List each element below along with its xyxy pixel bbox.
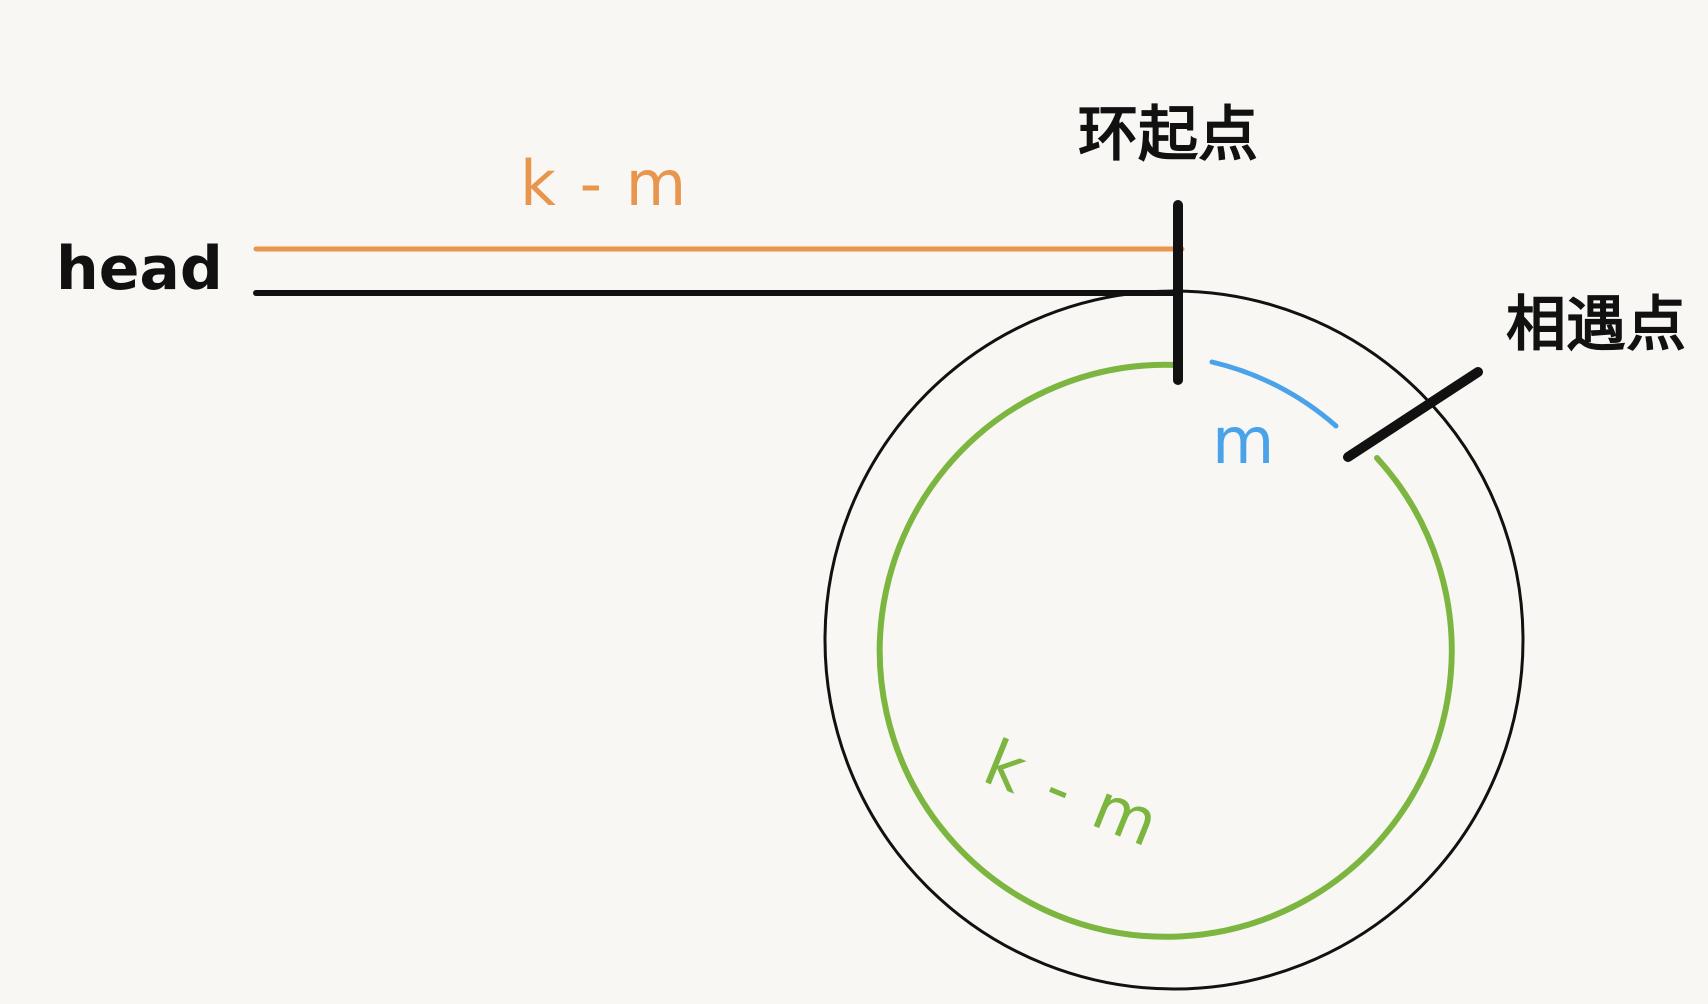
arc-k-minus-m [876,361,1455,940]
cycle-ring [823,289,1525,991]
meet-point-label: 相遇点 [1506,290,1686,360]
arc-k-minus-m-label: k - m [974,726,1172,863]
meet-point-marker [1343,367,1483,462]
prefix-distance-label: k - m [520,147,688,220]
head-label: head [56,234,223,304]
cycle-start-label: 环起点 [1078,100,1258,170]
arc-m-label: m [1212,405,1274,479]
arc-m [1209,359,1339,429]
